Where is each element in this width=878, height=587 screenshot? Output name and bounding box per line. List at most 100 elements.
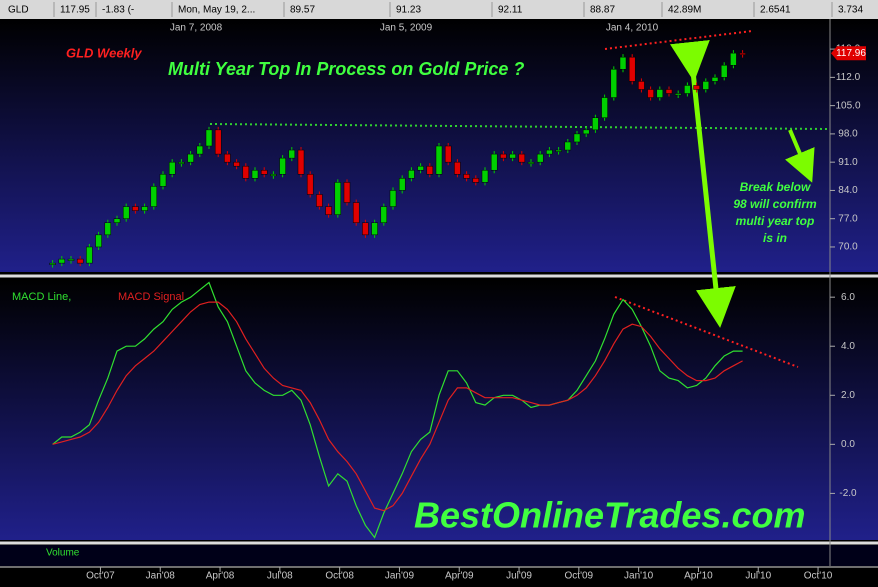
date-label: Jan 7, 2008 (170, 23, 223, 34)
candle (325, 206, 332, 215)
candle (656, 89, 664, 98)
x-tick-label: Apr'09 (445, 571, 474, 582)
candle (573, 133, 581, 143)
candle (49, 262, 56, 265)
y-tick-label: 91.0 (838, 157, 858, 168)
header-cell: 2.6541 (760, 5, 791, 16)
candle (187, 153, 194, 163)
x-tick-label: Oct'07 (86, 571, 115, 582)
candle (527, 161, 535, 164)
candle (518, 153, 526, 163)
candle (730, 52, 737, 66)
candle (178, 161, 185, 164)
candle (196, 145, 204, 155)
candle (380, 206, 388, 223)
header-cell: -1.83 (- (102, 5, 134, 16)
candle (76, 258, 84, 264)
candle (720, 64, 728, 78)
candle (739, 52, 746, 55)
candle (58, 258, 66, 264)
annotation-line: 98 will confirm (733, 197, 817, 211)
chart-subtitle: GLD Weekly (66, 45, 142, 60)
date-label: Jan 5, 2009 (380, 23, 433, 34)
candle (297, 149, 305, 175)
arrow (670, 40, 736, 328)
candle (104, 222, 112, 236)
x-tick-label: Apr'08 (206, 571, 235, 582)
candle (408, 169, 415, 179)
candle (316, 194, 323, 207)
volume-panel (0, 545, 878, 566)
candle (555, 149, 562, 152)
candle (205, 129, 213, 147)
candle (628, 56, 636, 82)
x-tick-label: Jan'08 (146, 571, 176, 582)
candle (693, 85, 700, 90)
candle (113, 218, 121, 223)
legend-entry: MACD Signal (118, 291, 184, 303)
candle (472, 178, 480, 183)
candle (463, 174, 470, 179)
candle (564, 141, 572, 151)
candle (306, 174, 314, 195)
candle (389, 190, 397, 207)
annotation-line: multi year top (736, 214, 815, 228)
price-tag-box (831, 46, 866, 61)
candle (481, 169, 489, 183)
annotation: Break below 98 will confirm multi year top… (733, 180, 817, 245)
candle (334, 182, 342, 215)
header-cell: 92.11 (498, 5, 523, 16)
candle (444, 145, 452, 163)
volume-label: Volume (46, 548, 80, 559)
candle (260, 169, 268, 175)
y-tick-label: 105.0 (835, 100, 860, 111)
annotation-line: is in (763, 231, 787, 245)
candle (150, 186, 158, 207)
candle (86, 246, 93, 264)
candle (665, 89, 673, 94)
candle (546, 149, 553, 155)
candle (500, 153, 507, 159)
y-tick-label: 0.0 (841, 439, 855, 450)
watermark: BestOnlineTrades.com (414, 495, 805, 536)
candle (132, 206, 139, 211)
candle (67, 258, 75, 261)
candle (417, 165, 424, 171)
arrow (785, 129, 815, 183)
header-cell: 3.734 (838, 5, 863, 16)
y-tick-label: 2.0 (841, 390, 855, 401)
header-cell: 42.89M (668, 5, 701, 16)
x-tick-label: Jul'08 (267, 571, 293, 582)
chart-title: Multi Year Top In Process on Gold Price … (168, 59, 524, 79)
candle (592, 117, 599, 131)
x-tick-label: Jan'09 (385, 571, 415, 582)
date-label: Jan 4, 2010 (606, 23, 659, 34)
header-cell: Mon, May 19, 2... (178, 5, 255, 16)
y-tick-label: 4.0 (841, 341, 855, 352)
candle (711, 77, 719, 82)
y-tick-label: 112.0 (836, 72, 861, 83)
x-tick-label: Jan'10 (624, 571, 654, 582)
header-cell: 117.95 (60, 5, 90, 16)
header-cell: 91.23 (396, 5, 421, 16)
y-tick-label: 70.0 (838, 242, 858, 253)
candle (490, 153, 498, 171)
y-tick-label: 6.0 (841, 292, 855, 303)
candle (684, 85, 691, 94)
header-cell: GLD (8, 5, 29, 16)
candle (509, 153, 516, 159)
candle (601, 97, 608, 118)
candle (242, 165, 250, 179)
header-cell: 88.87 (590, 5, 615, 16)
candle (159, 174, 167, 187)
candle (610, 69, 618, 98)
header-bar (0, 0, 878, 19)
x-tick-label: Jul'09 (506, 571, 532, 582)
candle (638, 81, 645, 90)
candle (288, 149, 296, 159)
candle (251, 169, 259, 179)
legend-entry: MACD Line, (12, 291, 71, 303)
macd-line (52, 281, 743, 539)
x-tick-label: Oct'08 (325, 571, 354, 582)
